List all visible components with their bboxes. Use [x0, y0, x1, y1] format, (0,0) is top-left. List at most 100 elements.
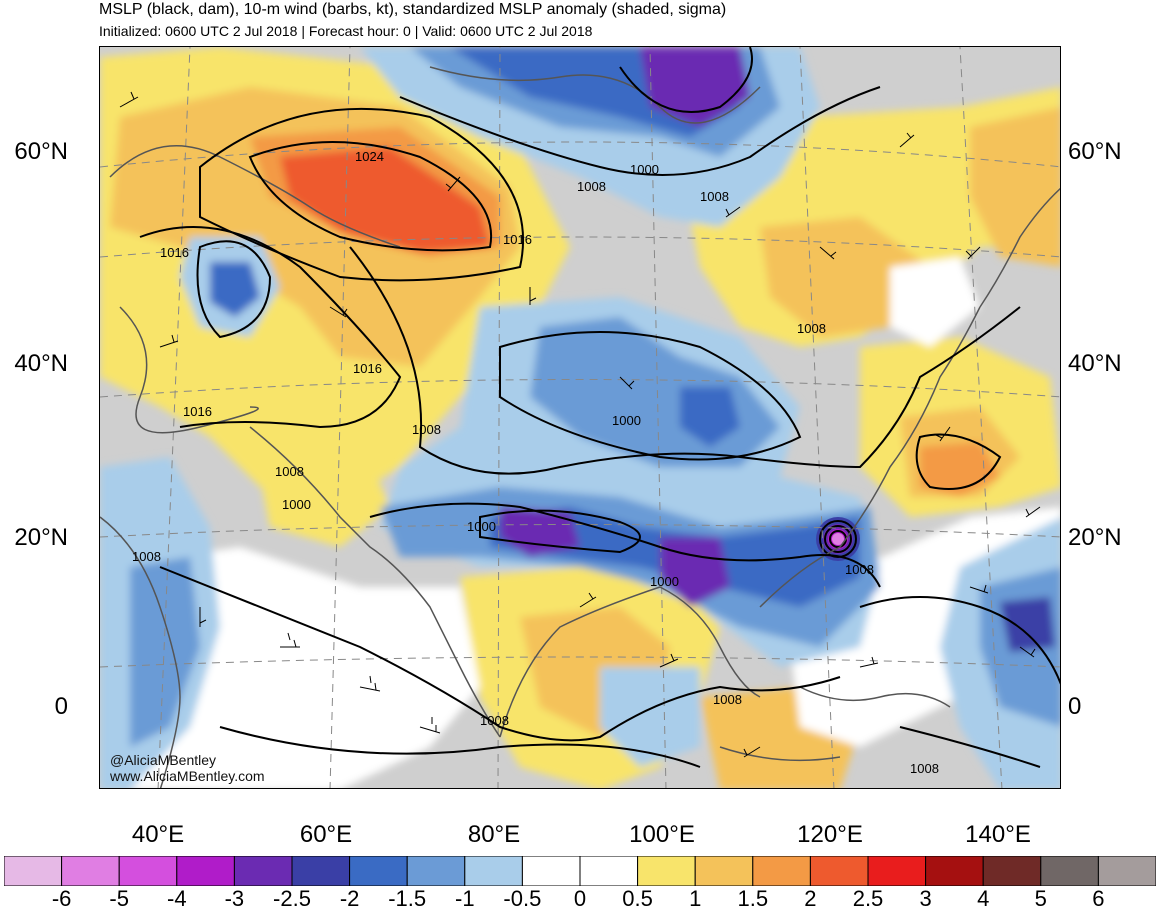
colorbar-tick-label: 0 [573, 886, 587, 911]
credit-handle: @AliciaMBentley [110, 752, 217, 768]
lat-label-20n-right: 20°N [1068, 524, 1122, 551]
negative-anomaly-tibet [680, 387, 740, 447]
colorbar-tick-label: -2.5 [273, 886, 311, 911]
coastlines [100, 66, 1060, 788]
colorbar-swatch [1040, 856, 1099, 886]
isobar-1000-inner [479, 509, 641, 554]
neutral-anomaly-korea [890, 257, 980, 347]
colorbar-tick-label: 1.5 [737, 886, 769, 911]
colorbar-swatch [521, 856, 581, 886]
lat-label-40n-right: 40°N [1068, 350, 1122, 377]
negative-anomaly-sumatra [600, 667, 700, 767]
positive-anomaly-japan-core [920, 442, 1000, 497]
colorbar-swatch [982, 856, 1042, 886]
isobar-1016-west [139, 226, 402, 429]
isobar-1000-monsoon [369, 502, 881, 588]
colorbar-swatch [61, 856, 120, 886]
colorbar-tick-label: 0.5 [622, 886, 653, 911]
anomaly-shading [100, 47, 1060, 788]
colorbar-tick-label: 4 [977, 886, 990, 911]
isobar-1008-north [399, 86, 881, 176]
lon-label-140e: 140°E [965, 821, 1031, 848]
isobar-label: 1008 [910, 761, 939, 776]
colorbar-tick-label: 2 [804, 886, 817, 911]
isobar-label: 1008 [577, 179, 606, 194]
positive-anomaly-ural-core [280, 147, 490, 252]
lon-label-100e: 100°E [629, 821, 695, 848]
lat-label-60n-right: 60°N [1068, 138, 1122, 165]
isobar-label: 1008 [132, 549, 161, 564]
lat-label-0-left: 0 [54, 693, 68, 720]
map-panel: @AliciaMBentley www.AliciaMBentley.com [99, 46, 1061, 789]
lat-label-0-right: 0 [1068, 693, 1082, 720]
colorbar-tick-label: -5 [109, 886, 129, 911]
colorbar-swatch [4, 856, 63, 886]
isobar-1000-north [619, 47, 753, 113]
isobar-label: 1016 [503, 232, 532, 247]
colorbar-tick-label: -0.5 [503, 886, 542, 911]
isobars [139, 47, 1060, 768]
isobar-label: 1024 [355, 149, 384, 164]
positive-anomaly-far-east-inner [760, 217, 930, 337]
colorbar-swatch [579, 856, 639, 886]
colorbar-tick-label: -6 [51, 886, 72, 911]
colorbar-swatch [118, 856, 178, 886]
isobar-label: 1000 [612, 413, 641, 428]
credit: @AliciaMBentley www.AliciaMBentley.com [110, 752, 265, 784]
isobar-label: 1008 [412, 422, 441, 437]
colorbar-tick-label: 1 [689, 886, 702, 911]
colorbar-swatch [349, 856, 408, 886]
colorbar [4, 856, 1156, 886]
colorbar-swatch [637, 856, 696, 886]
isobar-label: 1000 [630, 162, 659, 177]
lat-label-60n-left: 60°N [14, 138, 68, 165]
negative-anomaly-west-pacific-core [1000, 597, 1055, 652]
colorbar-tick-label: -4 [167, 886, 187, 911]
colorbar-swatch [291, 856, 351, 886]
colorbar-tick-label: -1 [455, 886, 475, 911]
chart-subtitle: Initialized: 0600 UTC 2 Jul 2018 | Forec… [99, 23, 593, 39]
graticule [100, 47, 1060, 788]
isobar-1008-far-south [219, 726, 701, 768]
isobar-label: 1016 [353, 361, 382, 376]
lon-label-80e: 80°E [467, 821, 521, 848]
isobar-label: 1008 [797, 321, 826, 336]
isobar-1024 [248, 141, 493, 252]
colorbar-swatch [925, 856, 984, 886]
colorbar-swatch [464, 856, 523, 886]
lat-label-40n-left: 40°N [14, 350, 68, 377]
colorbar-tick-label: 6 [1092, 886, 1105, 911]
isobar-1008-east [859, 596, 1060, 685]
isobar-label: 1008 [713, 692, 742, 707]
colorbar-swatch [867, 856, 927, 886]
colorbar-tick-label: 3 [919, 886, 932, 911]
colorbar-swatch [809, 856, 869, 886]
lon-label-60e: 60°E [299, 821, 353, 848]
wind-barbs [119, 91, 1041, 758]
isobar-label: 1008 [700, 189, 729, 204]
isobar-1016-caspian [196, 240, 272, 339]
isobar-1008-mid [349, 246, 1021, 475]
isobar-1008-pacific [899, 726, 1041, 768]
isobar-1000-asia [499, 331, 802, 461]
lon-label-40e: 40°E [131, 821, 185, 848]
chart-title: MSLP (black, dam), 10-m wind (barbs, kt)… [99, 1, 727, 18]
isobar-1008-japan [915, 433, 1002, 490]
isobar-label: 1016 [183, 404, 212, 419]
negative-anomaly-bay-of-bengal [500, 507, 580, 557]
isobar-label: 1000 [467, 519, 496, 534]
colorbar-tick-label: 5 [1034, 886, 1047, 911]
isobar-label: 1008 [275, 464, 304, 479]
colorbar-tick-label: -1.5 [388, 886, 427, 911]
colorbar-swatch [1097, 856, 1156, 886]
negative-anomaly-vietnam [660, 537, 730, 607]
negative-anomaly-caspian-core [210, 262, 260, 317]
colorbar-swatch [694, 856, 754, 886]
isobar-1016-north [199, 107, 525, 282]
colorbar-tick-label: -2 [339, 886, 360, 911]
isobar-label: 1008 [845, 562, 874, 577]
isobar-label: 1008 [480, 713, 509, 728]
credit-website: www.AliciaMBentley.com [110, 768, 265, 784]
colorbar-swatch [176, 856, 235, 886]
isobar-label: 1016 [160, 245, 189, 260]
